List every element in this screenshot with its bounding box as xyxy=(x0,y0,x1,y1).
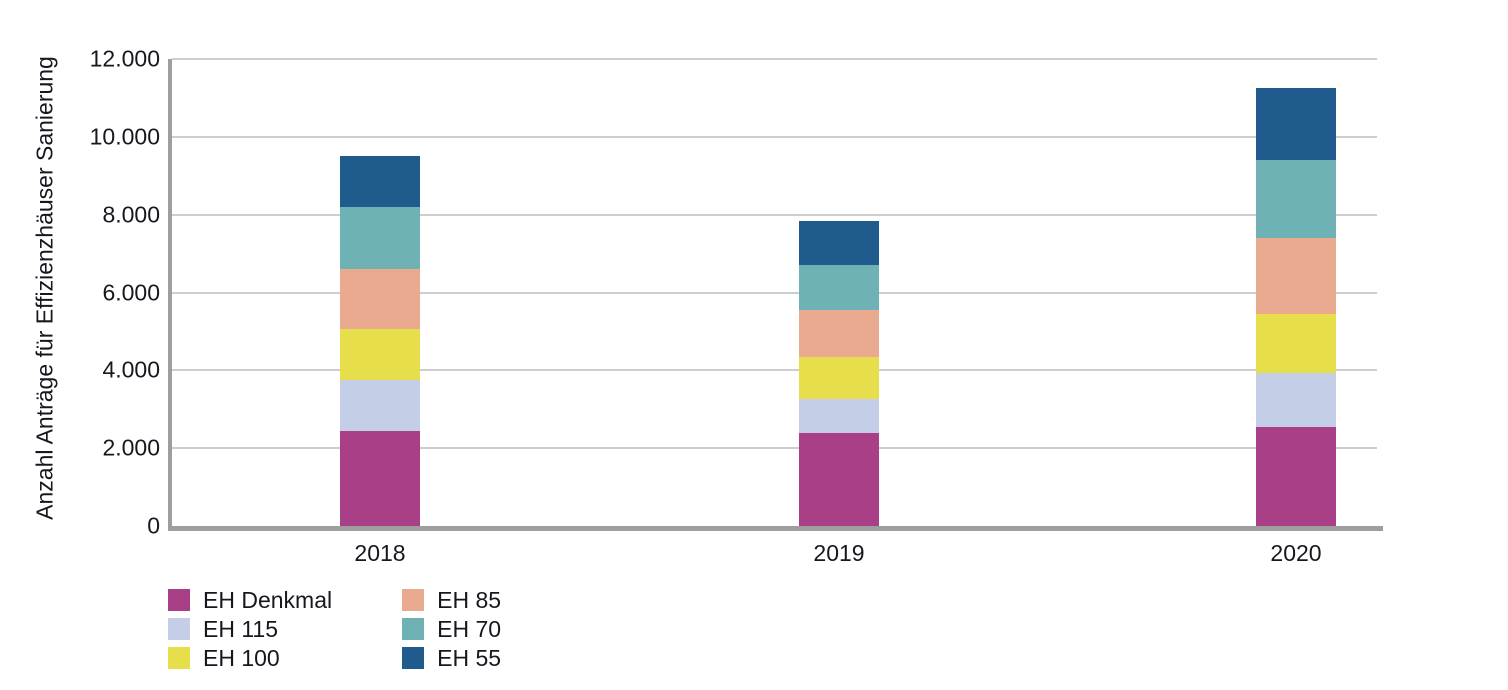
bar-segment-eh-denkmal-2020 xyxy=(1256,426,1336,526)
bar-segment-eh-70-2020 xyxy=(1256,160,1336,239)
bar-segment-eh-85-2018 xyxy=(340,269,420,330)
legend-label-eh-70: EH 70 xyxy=(437,615,502,642)
bar-segment-eh-70-2019 xyxy=(799,265,879,310)
x-tick-label-2018: 2018 xyxy=(354,540,406,566)
legend-label-eh-100: EH 100 xyxy=(203,644,280,671)
gridline-12000 xyxy=(172,58,1377,60)
bar-segment-eh-115-2020 xyxy=(1256,372,1336,427)
legend-label-eh-55: EH 55 xyxy=(437,644,502,671)
y-tick-label-0: 0 xyxy=(147,512,160,539)
y-tick-label-4000: 4.000 xyxy=(102,356,160,383)
legend-label-eh-85: EH 85 xyxy=(437,586,502,613)
y-tick-label-6000: 6.000 xyxy=(102,279,160,305)
bar-segment-eh-100-2019 xyxy=(799,357,879,400)
bar-segment-eh-85-2020 xyxy=(1256,238,1336,315)
plot-area: 0 2.000 4.000 6.000 8.000 10.000 12.000 2018 201… xyxy=(90,46,1383,566)
bar-segment-eh-55-2020 xyxy=(1256,88,1336,161)
bar-segment-eh-55-2019 xyxy=(799,220,879,266)
legend-label-eh-115: EH 115 xyxy=(203,615,279,642)
bar-2020 xyxy=(1256,59,1336,526)
bar-segment-eh-100-2018 xyxy=(340,329,420,381)
bar-segment-eh-denkmal-2018 xyxy=(340,430,420,526)
legend-item-eh-115: EH 115 xyxy=(168,615,332,642)
x-tick-label-2020: 2020 xyxy=(1270,540,1322,566)
bar-2019 xyxy=(799,59,879,526)
legend-item-eh-55: EH 55 xyxy=(402,644,502,671)
legend-label-eh-denkmal: EH Denkmal xyxy=(203,586,333,613)
bar-segment-eh-70-2018 xyxy=(340,206,420,270)
gridline-2000 xyxy=(172,447,1377,450)
bar-segment-eh-115-2019 xyxy=(799,399,879,433)
legend-swatch-eh-70 xyxy=(402,618,425,640)
gridline-10000 xyxy=(172,135,1377,138)
bar-2018 xyxy=(340,59,420,526)
bar-segment-eh-55-2018 xyxy=(340,156,420,207)
gridline-8000 xyxy=(172,213,1377,216)
legend-swatch-eh-85 xyxy=(402,589,425,611)
bar-segment-eh-115-2018 xyxy=(340,380,420,431)
legend-item-eh-100: EH 100 xyxy=(168,644,332,671)
legend-swatch-eh-115 xyxy=(168,618,190,640)
y-axis-line xyxy=(168,59,172,526)
legend-swatch-eh-denkmal xyxy=(168,589,190,611)
chart-legend: EH Denkmal EH 115 EH 100 EH 85 EH 70 EH 55 xyxy=(168,586,502,671)
gridline-4000 xyxy=(172,369,1377,372)
legend-swatch-eh-55 xyxy=(402,647,425,669)
legend-item-eh-85: EH 85 xyxy=(402,586,502,613)
bar-segment-eh-100-2020 xyxy=(1256,314,1336,373)
y-tick-label-2000: 2.000 xyxy=(102,434,160,461)
gridline-6000 xyxy=(172,291,1377,294)
y-tick-label-10000: 10.000 xyxy=(89,123,160,150)
bar-segment-eh-denkmal-2019 xyxy=(799,432,879,526)
y-tick-label-8000: 8.000 xyxy=(102,201,160,228)
bar-segment-eh-85-2019 xyxy=(799,309,879,358)
x-tick-label-2019: 2019 xyxy=(813,540,865,566)
x-axis-line xyxy=(168,526,1383,531)
y-tick-label-12000: 12.000 xyxy=(89,45,160,72)
legend-item-eh-denkmal: EH Denkmal xyxy=(168,586,333,613)
legend-swatch-eh-100 xyxy=(168,647,190,669)
legend-item-eh-70: EH 70 xyxy=(402,615,502,642)
